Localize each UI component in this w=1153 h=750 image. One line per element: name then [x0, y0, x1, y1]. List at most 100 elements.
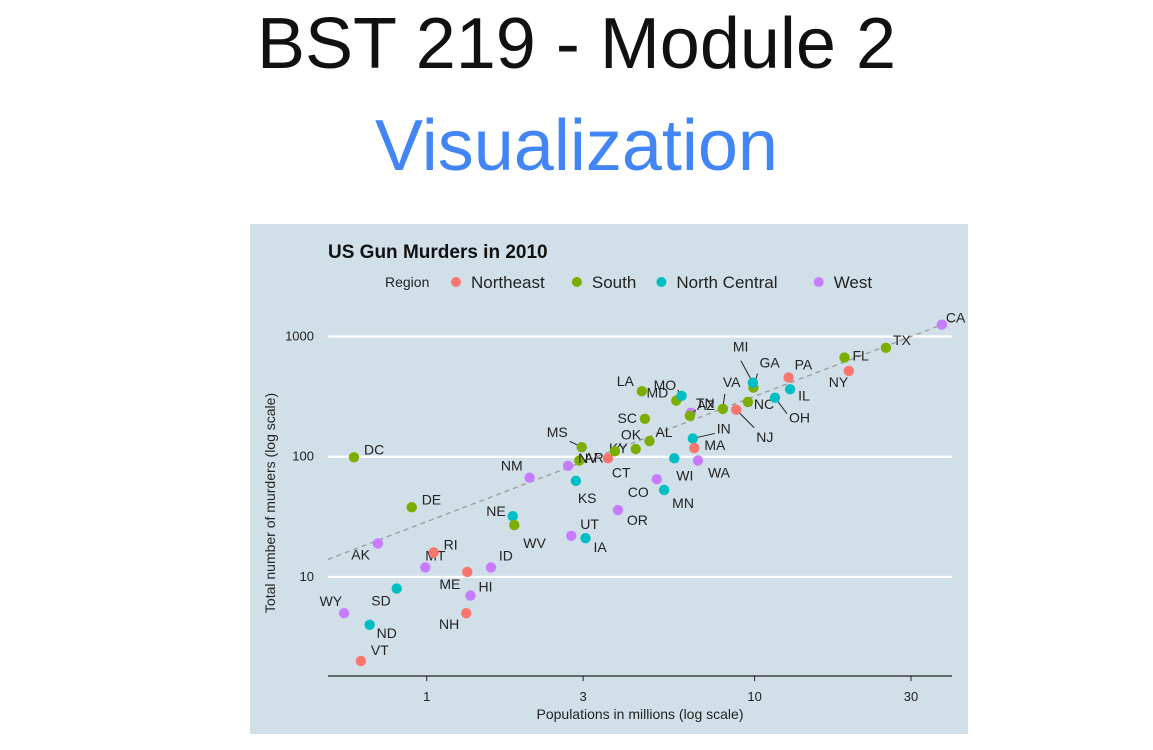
- point-marker: [936, 319, 948, 330]
- point-label: DE: [422, 491, 441, 507]
- data-point-ia: IA: [580, 533, 607, 555]
- point-marker: [562, 460, 574, 472]
- point-label: WI: [676, 467, 693, 483]
- data-point-wa: WA: [692, 455, 731, 481]
- point-label: DC: [364, 441, 384, 457]
- point-label: TX: [893, 332, 912, 348]
- point-marker: [570, 475, 582, 487]
- point-marker: [612, 504, 624, 516]
- data-point-ks: KS: [570, 475, 597, 506]
- data-point-ct: CT: [602, 453, 631, 480]
- point-marker: [839, 352, 850, 363]
- data-point-ma: MA: [689, 437, 726, 454]
- point-label: NJ: [756, 429, 773, 445]
- chart-background: [250, 224, 968, 734]
- point-label: NV: [578, 450, 598, 466]
- data-point-nh: NH: [439, 607, 472, 632]
- point-marker: [406, 502, 417, 513]
- data-point-ri: RI: [428, 536, 458, 558]
- legend-label: North Central: [676, 273, 777, 292]
- data-point-ut: UT: [566, 516, 599, 541]
- point-label: ME: [439, 576, 460, 592]
- point-marker: [742, 396, 754, 408]
- point-label: RI: [444, 536, 458, 552]
- legend-title: Region: [385, 274, 429, 290]
- point-label: CO: [628, 484, 649, 500]
- point-label: CA: [946, 310, 966, 326]
- point-label: VA: [723, 374, 741, 390]
- point-marker: [609, 446, 621, 457]
- point-label: IN: [717, 420, 731, 436]
- point-label: HI: [478, 579, 492, 595]
- point-label: OR: [627, 512, 648, 528]
- legend-swatch: [451, 277, 461, 287]
- data-point-nj: NJ: [731, 404, 773, 445]
- point-marker: [485, 562, 497, 573]
- point-label: CT: [612, 464, 631, 480]
- point-label: NM: [501, 458, 523, 474]
- grid-lines: [328, 335, 952, 579]
- x-tick-label: 1: [423, 689, 430, 704]
- point-marker: [783, 372, 794, 383]
- point-marker: [687, 433, 699, 444]
- data-point-ok: OK: [609, 426, 642, 457]
- point-marker: [717, 403, 729, 415]
- y-tick-label: 10: [300, 569, 314, 584]
- data-point-nc: NC: [742, 396, 774, 412]
- point-marker: [364, 619, 375, 630]
- point-label: GA: [759, 355, 780, 371]
- point-marker: [843, 365, 855, 377]
- point-label: AK: [351, 546, 370, 562]
- data-point-ne: NE: [486, 503, 518, 522]
- point-label: WY: [320, 593, 343, 609]
- data-point-il: IL: [784, 384, 810, 403]
- point-marker: [747, 377, 759, 388]
- data-point-tn: TN: [684, 395, 715, 422]
- data-point-co: CO: [628, 474, 662, 500]
- point-label: AL: [655, 424, 672, 440]
- data-point-in: IN: [687, 420, 731, 444]
- legend-item: West: [813, 273, 872, 292]
- point-label: ID: [499, 547, 513, 563]
- point-marker: [391, 583, 402, 594]
- point-marker: [355, 655, 367, 667]
- point-label: LA: [617, 373, 635, 389]
- x-tick-label: 30: [904, 689, 918, 704]
- point-label: SC: [617, 410, 636, 426]
- point-marker: [689, 442, 700, 454]
- trend-line-path: [327, 320, 953, 560]
- y-tick-label: 100: [292, 449, 314, 464]
- axes: 1 3 10 30 10 100 1000: [285, 329, 952, 704]
- point-label: MA: [704, 437, 726, 453]
- point-label: UT: [580, 516, 599, 532]
- data-point-nv: NV: [562, 450, 598, 472]
- scatter-chart: US Gun Murders in 2010 Region Northeast So…: [250, 224, 968, 734]
- data-points: AKALARAZCACOCTDCDEFLGAHIIAIDILINKSKYLAMA…: [320, 310, 966, 667]
- point-marker: [507, 511, 518, 522]
- trend-line: [327, 320, 953, 560]
- point-label: WV: [523, 535, 546, 551]
- legend-label: Northeast: [471, 273, 545, 292]
- slide-title: BST 219 - Module 2: [256, 4, 897, 84]
- data-point-mi: MI: [733, 339, 759, 388]
- data-point-mo: MO: [654, 377, 687, 402]
- y-tick-label: 1000: [285, 329, 314, 344]
- data-point-hi: HI: [465, 579, 492, 601]
- x-tick-label: 3: [580, 689, 587, 704]
- y-axis-label: Total number of murders (log scale): [262, 393, 278, 613]
- point-marker: [644, 435, 655, 447]
- data-point-sd: SD: [371, 583, 402, 609]
- point-label: OK: [621, 426, 642, 442]
- point-label: PA: [795, 356, 813, 372]
- data-point-al: AL: [644, 424, 673, 447]
- legend-swatch: [656, 277, 667, 287]
- point-marker: [461, 607, 472, 619]
- data-point-pa: PA: [783, 356, 813, 383]
- point-label: AR: [584, 450, 603, 466]
- point-marker: [338, 607, 350, 619]
- data-point-ms: MS: [547, 424, 587, 453]
- point-label: MI: [733, 339, 749, 355]
- point-marker: [576, 442, 587, 453]
- data-point-wi: WI: [669, 453, 693, 483]
- point-label: FL: [852, 348, 869, 364]
